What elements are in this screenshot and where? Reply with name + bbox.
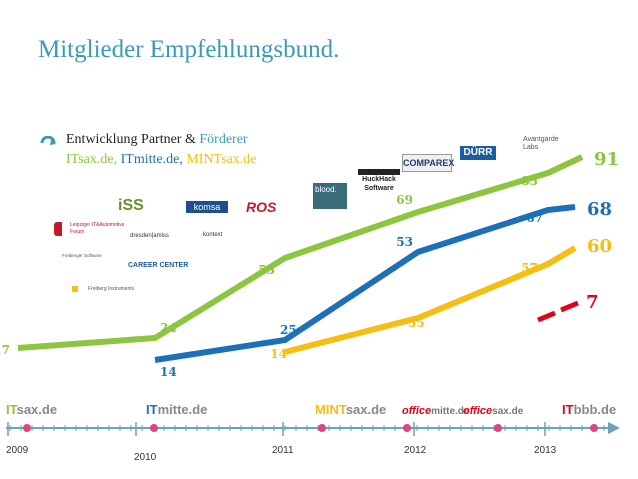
partner-logo: komsa — [186, 201, 228, 213]
subtitle-itmitte: ITmitte.de, — [120, 152, 183, 167]
event-dot — [403, 424, 411, 432]
logo-part: sax.de — [346, 402, 386, 417]
data-label: 7 — [586, 292, 599, 313]
series-segment — [560, 300, 579, 313]
timeline-logo: MINTsax.de — [315, 402, 386, 417]
logo-part: office — [402, 405, 431, 417]
data-label: 24 — [160, 321, 177, 335]
data-label: 35 — [408, 316, 425, 330]
partner-logo: blood. — [313, 183, 347, 209]
data-label: 68 — [587, 199, 612, 220]
event-dot — [23, 424, 31, 432]
data-label: 53 — [258, 263, 275, 277]
partner-logo: DÜRR — [460, 146, 496, 160]
logo-part: bbb.de — [574, 402, 617, 417]
partner-logo: CAREER CENTER — [128, 262, 189, 269]
logo-part: IT — [6, 402, 18, 417]
series-line-itsax-de — [17, 154, 584, 351]
partner-logo: HuckHack Software — [358, 169, 400, 193]
page-title: Mitglieder Empfehlungsbund. — [38, 36, 340, 63]
event-dot — [590, 424, 598, 432]
tick-label: 2013 — [534, 445, 557, 456]
partner-logo: kontext — [203, 232, 223, 238]
series-line-itmitte-de — [154, 204, 576, 363]
partner-logo: dresden|amiss — [130, 233, 169, 239]
partner-logo: COMPAREX — [402, 154, 454, 172]
bullet-arrow-icon — [40, 136, 56, 145]
data-label: 25 — [280, 323, 297, 337]
logo-part: sax.de — [492, 406, 524, 417]
tick-label: 2011 — [272, 445, 294, 456]
series-layer — [17, 154, 584, 363]
series-segment — [537, 310, 556, 323]
logo-part: IT — [562, 402, 574, 417]
data-label: 14 — [160, 365, 177, 379]
event-dot — [150, 424, 158, 432]
event-dot — [318, 424, 326, 432]
tick-label: 2012 — [404, 445, 427, 456]
timeline-logo: ITmitte.de — [146, 402, 207, 417]
data-label: 67 — [526, 211, 543, 225]
header-bar — [0, 0, 638, 6]
logo-part: office — [463, 405, 492, 417]
timeline-logo: ITbbb.de — [562, 402, 616, 417]
data-label: 17 — [0, 343, 10, 357]
logo-part: MINT — [315, 402, 347, 417]
logo-part: mitte.de — [158, 402, 208, 417]
timeline-logo: ITsax.de — [6, 402, 57, 417]
partner-logo: Avantgarde Labs — [523, 136, 559, 151]
timeline-logo: officemitte.de — [402, 405, 470, 417]
data-label: 91 — [594, 149, 619, 170]
subtitle-part: Entwicklung Partner & — [66, 132, 200, 147]
tick-label: 2009 — [6, 445, 29, 456]
partner-logo: ROS — [246, 199, 277, 215]
data-label: 85 — [521, 174, 538, 188]
labels-layer: 17 24 53 69 85 91 14 25 53 67 68 14 35 57 60 7 — [0, 149, 619, 379]
series-line-mintsax-de — [284, 245, 577, 355]
partner-logo: iSS — [118, 197, 144, 214]
subtitle-line2: ITsax.de, ITmitte.de, MINTsax.de — [66, 152, 257, 168]
timeline-arrow-icon — [608, 422, 620, 434]
logo-part: mitte.de — [431, 406, 470, 417]
series-itbbb — [537, 300, 579, 323]
tick-label: 2010 — [134, 452, 157, 463]
timeline-logo: officesax.de — [463, 405, 524, 417]
data-label: 14 — [270, 347, 287, 361]
subtitle-mintsax: MINTsax.de — [186, 152, 257, 167]
partner-logo: Freiberg Instruments — [72, 286, 134, 292]
data-label: 57 — [521, 261, 538, 275]
partner-logo: Freiberger Software — [62, 253, 102, 258]
logo-part: IT — [146, 402, 158, 417]
subtitle-line1: Entwicklung Partner & Förderer — [66, 132, 248, 148]
data-label: 60 — [587, 236, 612, 257]
logo-part: sax.de — [17, 402, 57, 417]
data-label: 69 — [396, 193, 413, 207]
partner-logo: Leipziger IT&Automotive Forum — [54, 222, 132, 236]
data-label: 53 — [396, 235, 413, 249]
event-dot — [494, 424, 502, 432]
subtitle-foerderer: Förderer — [199, 132, 248, 147]
subtitle-itsax: ITsax.de, — [66, 152, 118, 167]
